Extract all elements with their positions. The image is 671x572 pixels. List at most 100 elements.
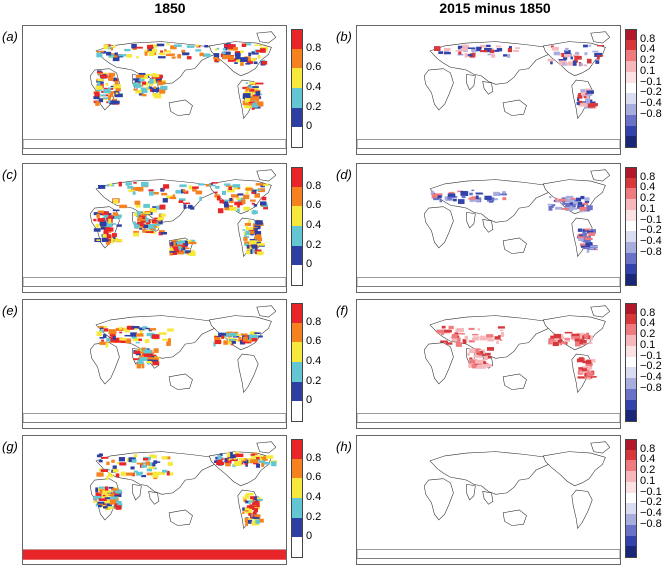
colorbar-segment xyxy=(625,492,637,504)
colorbar-segment xyxy=(625,546,637,558)
colorbar-tick-label: 0.6 xyxy=(306,199,322,212)
colorbar-tick-label: 0.4 xyxy=(640,43,656,56)
colorbar-tick-label: 0.1 xyxy=(640,64,656,77)
colorbar-tick-label: −0.1 xyxy=(640,75,662,88)
map-panel-d xyxy=(356,163,621,293)
colorbar-segment xyxy=(291,478,303,498)
colorbar-tick-label: 0.4 xyxy=(640,181,656,194)
colorbar-segment xyxy=(625,93,637,105)
colorbar-segment xyxy=(625,71,637,83)
colorbar-segment xyxy=(291,303,303,324)
colorbar-segment xyxy=(291,29,303,50)
colorbar-segment xyxy=(625,524,637,536)
colorbar-tick-label: 0.8 xyxy=(306,41,322,54)
colorbar-segment xyxy=(291,245,303,266)
map-panel-e xyxy=(22,299,287,429)
colorbar-segment xyxy=(291,107,303,128)
colorbar-tick-label: 0 xyxy=(306,394,313,407)
panel-label: (f) xyxy=(336,303,349,318)
colorbar-segment xyxy=(291,342,303,362)
colorbar-tick-label: 0.4 xyxy=(306,491,322,503)
colorbar-tick-label: −0.1 xyxy=(640,213,662,226)
colorbar-segment xyxy=(625,220,637,232)
colorbar-segment xyxy=(625,535,637,547)
colorbar-tick-label: 0.8 xyxy=(640,442,656,455)
colorbar-segment xyxy=(625,356,637,368)
colorbar-segment xyxy=(625,345,637,357)
right-column-title: 2015 minus 1850 xyxy=(439,0,551,16)
colorbar-segment xyxy=(625,252,637,264)
colorbar-segment xyxy=(625,50,637,62)
colorbar-segment xyxy=(625,399,637,411)
map-panel-h xyxy=(356,435,621,565)
colorbar-tick-label: 0.8 xyxy=(306,179,322,192)
colorbar-segment xyxy=(291,322,303,343)
colorbar-tick-label: 0 xyxy=(306,258,313,271)
panel-label: (h) xyxy=(336,439,352,454)
colorbar-tick-label: −0.2 xyxy=(640,86,662,99)
colorbar-segment xyxy=(291,167,303,188)
colorbar-tick-label: −0.2 xyxy=(640,496,662,509)
colorbar-segment xyxy=(625,303,637,315)
colorbar-segment xyxy=(625,136,637,148)
colorbar-segment xyxy=(291,68,303,88)
colorbar-segment xyxy=(625,460,637,472)
colorbar-tick-label: 0.4 xyxy=(306,81,322,93)
colorbar-segment xyxy=(291,381,303,402)
colorbar-segment xyxy=(625,367,637,379)
colorbar-segment xyxy=(625,82,637,94)
colorbar-segment xyxy=(625,410,637,422)
colorbar-segment xyxy=(625,61,637,72)
colorbar-segment xyxy=(625,125,637,137)
colorbar-segment xyxy=(291,401,303,422)
colorbar-segment xyxy=(625,449,637,461)
panel-label: (d) xyxy=(336,167,352,182)
colorbar-tick-label: 0.2 xyxy=(640,328,656,341)
map-panel-f xyxy=(356,299,621,429)
colorbar-segment xyxy=(625,114,637,126)
colorbar-segment xyxy=(291,439,303,460)
colorbar-tick-label: −0.1 xyxy=(640,485,662,498)
colorbar-tick-label: 0.6 xyxy=(306,335,322,348)
colorbar-segment xyxy=(291,127,303,148)
colorbar-tick-label: 0.8 xyxy=(306,315,322,328)
colorbar-segment xyxy=(625,439,637,451)
colorbar-tick-label: 0.6 xyxy=(306,61,322,74)
colorbar-tick-label: −0.4 xyxy=(640,97,662,110)
colorbar-segment xyxy=(625,313,637,325)
colorbar-tick-label: 0.8 xyxy=(640,306,656,319)
colorbar-tick-label: −0.4 xyxy=(640,371,662,384)
colorbar-tick-label: 0.2 xyxy=(306,100,322,113)
colorbar-segment xyxy=(625,199,637,210)
colorbar-tick-label: 0.1 xyxy=(640,202,656,215)
colorbar-segment xyxy=(625,274,637,286)
colorbar-tick-label: 0.8 xyxy=(640,32,656,45)
colorbar-segment xyxy=(291,537,303,558)
colorbar-tick-label: 0.4 xyxy=(640,317,656,330)
colorbar-segment xyxy=(625,388,637,400)
colorbar-segment xyxy=(291,48,303,69)
left-column-title: 1850 xyxy=(154,0,186,16)
colorbar-tick-label: 0.2 xyxy=(640,54,656,67)
colorbar-segment xyxy=(625,231,637,243)
colorbar-segment xyxy=(625,188,637,200)
colorbar-segment xyxy=(625,104,637,115)
colorbar-segment xyxy=(625,514,637,525)
colorbar-tick-label: 0.1 xyxy=(640,474,656,487)
colorbar-segment xyxy=(625,167,637,179)
colorbar-tick-label: −0.1 xyxy=(640,349,662,362)
colorbar-tick-label: −0.8 xyxy=(640,381,662,394)
colorbar-tick-label: 0.4 xyxy=(306,219,322,231)
colorbar-segment xyxy=(625,39,637,51)
panel-label: (b) xyxy=(336,29,352,44)
map-panel-b xyxy=(356,25,621,155)
colorbar-segment xyxy=(291,265,303,286)
colorbar-segment xyxy=(625,503,637,515)
colorbar-tick-label: 0.4 xyxy=(640,453,656,466)
colorbar-segment xyxy=(291,88,303,108)
colorbar-segment xyxy=(625,263,637,275)
colorbar-tick-label: 0.2 xyxy=(306,510,322,523)
colorbar-tick-label: −0.8 xyxy=(640,107,662,120)
colorbar-tick-label: −0.4 xyxy=(640,507,662,520)
colorbar-tick-label: 0.1 xyxy=(640,338,656,351)
